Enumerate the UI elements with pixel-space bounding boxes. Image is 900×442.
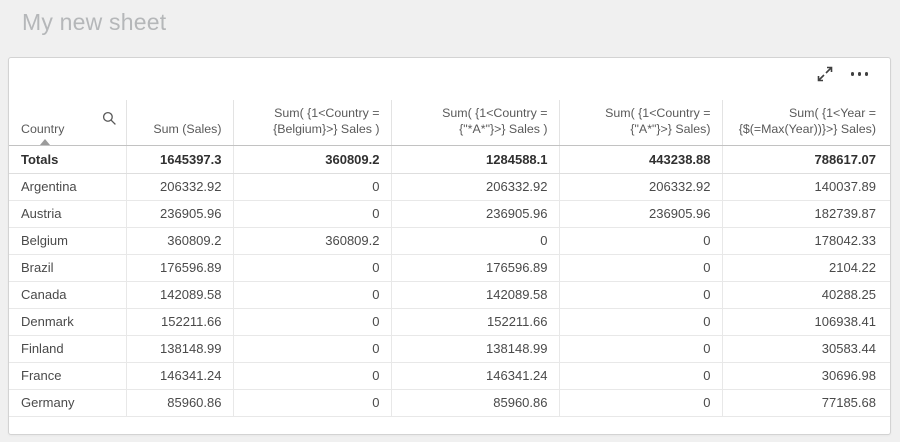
value-cell: 206332.92 (391, 173, 560, 201)
value-cell: 142089.58 (391, 281, 560, 309)
value-cell: 85960.86 (126, 389, 234, 417)
totals-row: Totals 1645397.3 360809.2 1284588.1 443238.8… (9, 145, 890, 174)
value-cell: 236905.96 (126, 200, 234, 228)
value-cell: 30583.44 (722, 335, 890, 363)
value-cell: 0 (559, 389, 723, 417)
card-toolbar (9, 58, 890, 100)
straight-table: Country Sum (Sales) Sum( {1<Country = {Bel… (9, 100, 890, 417)
value-cell: 176596.89 (391, 254, 560, 282)
table-row: Germany 85960.86 0 85960.86 0 77185.68 (9, 389, 890, 417)
value-cell: 152211.66 (126, 308, 234, 336)
table-header-row: Country Sum (Sales) Sum( {1<Country = {Bel… (9, 100, 890, 146)
value-cell: 0 (233, 335, 392, 363)
page-title: My new sheet (22, 9, 167, 35)
value-cell: 360809.2 (126, 227, 234, 255)
value-cell: 0 (233, 200, 392, 228)
value-cell: 0 (559, 308, 723, 336)
country-cell[interactable]: Germany (9, 389, 127, 417)
value-cell: 0 (233, 281, 392, 309)
column-header-measure-4[interactable]: Sum( {1<Country = {"A*"}>} Sales) (559, 100, 723, 146)
value-cell: 176596.89 (126, 254, 234, 282)
country-cell[interactable]: Belgium (9, 227, 127, 255)
value-cell: 236905.96 (391, 200, 560, 228)
table-row: France 146341.24 0 146341.24 0 30696.98 (9, 362, 890, 390)
value-cell: 206332.92 (126, 173, 234, 201)
value-cell: 106938.41 (722, 308, 890, 336)
country-cell[interactable]: Argentina (9, 173, 127, 201)
value-cell: 236905.96 (559, 200, 723, 228)
table-row: Argentina 206332.92 0 206332.92 206332.92 140… (9, 173, 890, 201)
value-cell: 206332.92 (559, 173, 723, 201)
value-cell: 142089.58 (126, 281, 234, 309)
column-header-measure-5[interactable]: Sum( {1<Year = {$(=Max(Year))}>} Sales) (722, 100, 890, 146)
table-row: Belgium 360809.2 360809.2 0 0 178042.33 (9, 227, 890, 255)
value-cell: 0 (559, 281, 723, 309)
country-cell[interactable]: Denmark (9, 308, 127, 336)
value-cell: 85960.86 (391, 389, 560, 417)
table-row: Finland 138148.99 0 138148.99 0 30583.44 (9, 335, 890, 363)
column-header-label: Country (21, 122, 65, 137)
value-cell: 30696.98 (722, 362, 890, 390)
value-cell: 0 (559, 335, 723, 363)
country-cell[interactable]: Finland (9, 335, 127, 363)
value-cell: 146341.24 (391, 362, 560, 390)
value-cell: 146341.24 (126, 362, 234, 390)
value-cell: 140037.89 (722, 173, 890, 201)
value-cell: 138148.99 (126, 335, 234, 363)
value-cell: 360809.2 (233, 227, 392, 255)
value-cell: 0 (559, 254, 723, 282)
value-cell: 0 (559, 227, 723, 255)
totals-value-cell: 1645397.3 (126, 145, 234, 174)
value-cell: 0 (233, 173, 392, 201)
value-cell: 40288.25 (722, 281, 890, 309)
country-cell[interactable]: Canada (9, 281, 127, 309)
totals-value-cell: 443238.88 (559, 145, 723, 174)
totals-value-cell: 1284588.1 (391, 145, 560, 174)
value-cell: 178042.33 (722, 227, 890, 255)
value-cell: 0 (233, 308, 392, 336)
value-cell: 182739.87 (722, 200, 890, 228)
value-cell: 0 (233, 362, 392, 390)
table-row: Austria 236905.96 0 236905.96 236905.96 18273… (9, 200, 890, 228)
country-cell[interactable]: Austria (9, 200, 127, 228)
value-cell: 77185.68 (722, 389, 890, 417)
table-row: Brazil 176596.89 0 176596.89 0 2104.22 (9, 254, 890, 282)
country-cell[interactable]: Brazil (9, 254, 127, 282)
value-cell: 0 (233, 389, 392, 417)
value-cell: 0 (391, 227, 560, 255)
value-cell: 152211.66 (391, 308, 560, 336)
totals-value-cell: 788617.07 (722, 145, 890, 174)
column-header-measure-2[interactable]: Sum( {1<Country = {Belgium}>} Sales ) (233, 100, 392, 146)
totals-label: Totals (9, 145, 127, 174)
totals-value-cell: 360809.2 (233, 145, 392, 174)
country-cell[interactable]: France (9, 362, 127, 390)
value-cell: 138148.99 (391, 335, 560, 363)
more-menu-icon[interactable] (850, 72, 868, 76)
sort-ascending-icon (40, 138, 50, 145)
table-row: Denmark 152211.66 0 152211.66 0 106938.41 (9, 308, 890, 336)
column-header-measure-1[interactable]: Sum (Sales) (126, 100, 234, 146)
search-icon[interactable] (102, 111, 117, 130)
column-header-measure-3[interactable]: Sum( {1<Country = {"*A*"}>} Sales ) (391, 100, 560, 146)
table-card: Country Sum (Sales) Sum( {1<Country = {Bel… (8, 57, 891, 435)
value-cell: 0 (233, 254, 392, 282)
column-header-country[interactable]: Country (9, 100, 127, 146)
table-row: Canada 142089.58 0 142089.58 0 40288.25 (9, 281, 890, 309)
value-cell: 2104.22 (722, 254, 890, 282)
value-cell: 0 (559, 362, 723, 390)
fullscreen-icon[interactable] (816, 65, 834, 83)
